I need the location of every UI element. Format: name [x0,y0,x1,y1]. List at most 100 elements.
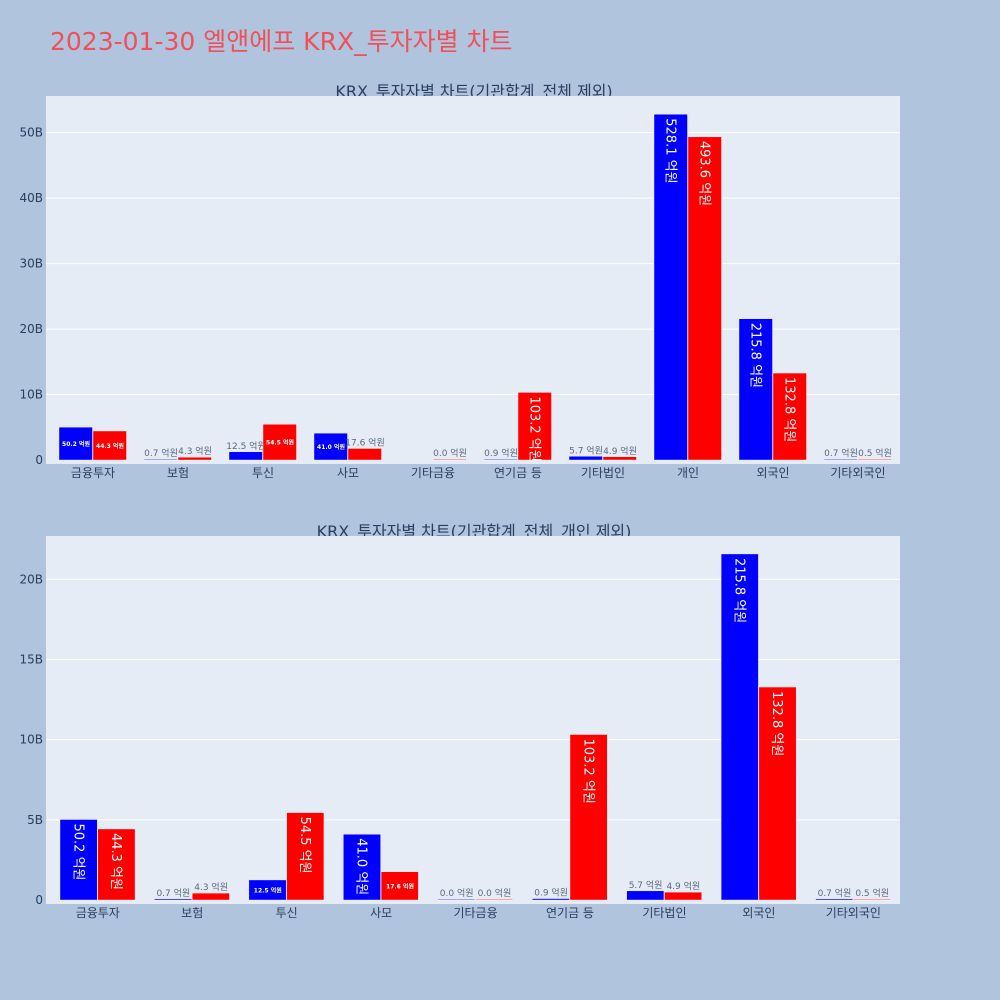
y-tick-label: 10B [19,733,43,747]
bar-blue [738,318,773,461]
x-tick-label: 금융투자 [76,906,120,920]
bar-value-label: 0.5 억원 [858,447,892,459]
bar-value-label: 0.9 억원 [534,887,568,899]
bar-value-label: 0.7 억원 [156,887,190,899]
bar-red [262,424,297,461]
x-tick-label: 기타금융 [453,906,497,920]
bar-blue [228,451,263,461]
y-tick-label: 40B [19,191,43,205]
x-tick-label: 기타금융 [411,466,455,480]
bar-value-label: 0.0 억원 [433,447,467,459]
bar-value-label: 54.5 억원 [266,439,294,447]
bar-value-label: 5.7 억원 [629,879,663,891]
bar-blue [815,898,854,901]
bar-value-label: 50.2 억원 [70,824,85,881]
bar-value-label: 132.8 억원 [769,691,784,756]
bar-value-label: 0.7 억원 [144,447,178,459]
bar-value-label: 4.3 억원 [178,445,212,457]
bar-value-label: 215.8 억원 [731,558,746,623]
bar-value-label: 12.5 억원 [226,440,265,452]
bar-blue [483,459,518,461]
x-tick-label: 투신 [276,906,298,920]
bar-blue [437,899,476,901]
bar-red [687,136,722,461]
x-tick-label: 보험 [167,466,189,480]
bar-value-label: 41.0 억원 [317,443,345,451]
bar-value-label: 54.5 억원 [297,817,312,874]
bar-red [432,459,467,461]
bar-blue [823,459,858,461]
y-tick-label: 5B [27,813,43,827]
x-tick-label: 외국인 [756,466,789,480]
x-tick-label: 사모 [370,906,392,920]
bar-value-label: 132.8 억원 [781,377,796,442]
bar-value-label: 12.5 억원 [254,886,282,894]
bar-value-label: 0.0 억원 [440,887,474,899]
bar-value-label: 50.2 억원 [62,440,90,448]
bar-red [569,734,608,901]
bar-red [602,456,637,461]
bar-blue [59,819,98,901]
y-tick-label: 10B [19,388,43,402]
bar-blue [653,114,688,461]
bar-blue [568,456,603,461]
y-tick-label: 15B [19,652,43,666]
bar-value-label: 0.5 억원 [855,887,889,899]
x-tick-label: 연기금 등 [494,466,542,480]
bar-value-label: 0.7 억원 [818,887,852,899]
x-tick-label: 금융투자 [71,466,115,480]
bar-blue [143,459,178,461]
bar-red [192,892,230,901]
bar-red [857,459,892,461]
bar-value-label: 17.6 억원 [386,882,414,890]
x-tick-label: 기타외국인 [826,906,881,920]
bar-blue [58,426,93,461]
x-tick-label: 외국인 [742,906,775,920]
x-tick-label: 기타법인 [581,466,625,480]
bar-blue [532,898,570,901]
bar-value-label: 4.3 억원 [194,881,228,893]
bar-blue [343,834,381,901]
y-tick-label: 0 [35,453,43,467]
x-tick-label: 기타외국인 [830,466,885,480]
bar-red [758,686,797,901]
bar-blue [154,898,192,901]
bar-red [475,899,514,901]
bar-value-label: 44.3 억원 [108,833,123,890]
bar-value-label: 4.9 억원 [603,445,637,457]
bar-value-label: 528.1 억원 [662,118,677,183]
y-tick-label: 20B [19,572,43,586]
bar-red [517,392,552,461]
bar-value-label: 103.2 억원 [526,396,541,461]
y-tick-label: 20B [19,322,43,336]
bar-value-label: 17.6 억원 [345,436,384,448]
page-title: 2023-01-30 엘앤에프 KRX_투자자별 차트 [50,27,513,56]
bar-value-label: 44.3 억원 [96,442,124,450]
x-tick-label: 보험 [181,906,203,920]
bar-value-label: 493.6 억원 [696,141,711,206]
bar-red [853,898,891,901]
x-tick-label: 기타법인 [642,906,686,920]
bar-value-label: 103.2 억원 [580,739,595,804]
bar-value-label: 0.9 억원 [484,447,518,459]
bar-value-label: 4.9 억원 [666,880,700,892]
bar-blue [248,879,287,901]
bar-red [772,372,807,461]
bar-blue [313,432,348,461]
bar-red [380,871,419,901]
bar-blue [626,890,665,901]
y-tick-label: 0 [35,893,43,907]
bar-value-label: 5.7 억원 [569,444,603,456]
bar-red [177,456,212,461]
bar-red [664,891,702,901]
bar-value-label: 0.0 억원 [478,887,512,899]
bar-red [92,430,127,461]
bar-value-label: 215.8 억원 [747,323,762,388]
bar-red [286,812,325,901]
bar-value-label: 0.7 억원 [824,447,858,459]
x-tick-label: 투신 [252,466,274,480]
bar-red [97,828,136,901]
